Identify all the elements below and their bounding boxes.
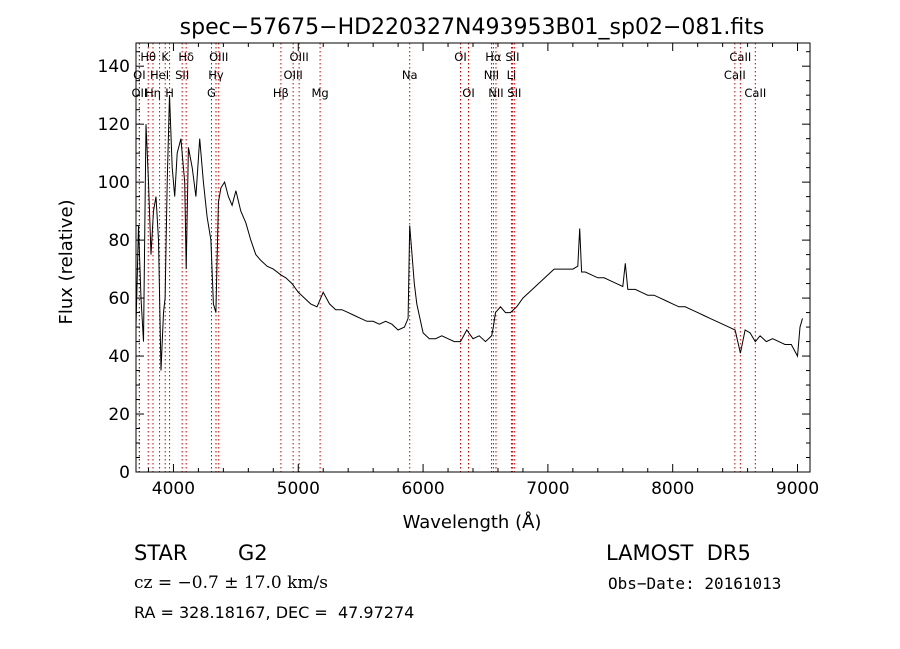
spectral-line-label: OIII (209, 50, 228, 64)
spectral-line-label: NII (484, 68, 499, 82)
spectral-line-label: CaII (724, 68, 746, 82)
spectral-line-label: Hα (485, 50, 502, 64)
y-tick-label: 20 (108, 405, 130, 425)
spectral-line-label: CaII (729, 50, 751, 64)
x-tick-label: 5000 (277, 479, 320, 499)
spectral-line-label: Hδ (178, 50, 194, 64)
object-subclass: G2 (238, 541, 268, 565)
spectral-line-label: SII (507, 86, 521, 100)
spectral-line-label: HeI (150, 68, 169, 82)
x-tick-label: 7000 (526, 479, 569, 499)
y-tick-label: 100 (98, 173, 130, 193)
emission-line-markers (138, 43, 756, 472)
spectral-line-label: OIII (290, 50, 309, 64)
spectral-line-label: SII (175, 68, 189, 82)
y-tick-label: 140 (98, 57, 130, 77)
x-tick-label: 8000 (651, 479, 694, 499)
spectral-line-label: CaII (744, 86, 766, 100)
spectral-line-label: Hγ (208, 68, 224, 82)
chart-title: spec−57675−HD220327N493953B01_sp02−081.f… (180, 15, 765, 40)
y-axis-label: Flux (relative) (56, 199, 77, 324)
y-tick-label: 120 (98, 115, 130, 135)
spectral-line-label: OI (454, 50, 466, 64)
spectral-line-label: G (207, 86, 216, 100)
y-tick-label: 40 (108, 347, 130, 367)
y-tick-label: 0 (119, 463, 130, 483)
survey-name: LAMOST DR5 (606, 541, 751, 565)
y-tick-label: 80 (108, 231, 130, 251)
spectral-line-label: Na (402, 68, 418, 82)
spectral-line-label: NII (488, 86, 503, 100)
x-tick-label: 6000 (401, 479, 444, 499)
x-axis-label: Wavelength (Å) (403, 511, 542, 533)
spectral-line-label: OII (131, 86, 147, 100)
x-tick-label: 9000 (776, 479, 819, 499)
spectral-line-label: OI (462, 86, 474, 100)
spectral-line-label: SII (505, 50, 519, 64)
y-tick-label: 60 (108, 289, 130, 309)
spectral-line-label: K (161, 50, 169, 64)
redshift-value: cz = −0.7 ± 17.0 km/s (134, 573, 328, 593)
x-axis: 4000 5000 6000 7000 8000 9000 (147, 43, 819, 499)
x-tick-label: 4000 (152, 479, 195, 499)
spectral-line-label: Hβ (273, 86, 289, 100)
spectral-line-label: Mg (311, 86, 328, 100)
spectral-line-label: OIII (284, 68, 303, 82)
spectral-line-label: Hθ (140, 50, 156, 64)
spectral-line-label: H (165, 86, 174, 100)
plot-frame (135, 42, 811, 473)
spectral-line-label: Li (507, 68, 517, 82)
object-class: STAR (134, 541, 188, 565)
observation-date: Obs−Date: 20161013 (608, 574, 782, 593)
sky-coordinates: RA = 328.18167, DEC = 47.97274 (134, 603, 415, 622)
spectral-line-label: Hη (145, 86, 161, 100)
y-axis: 0 20 40 60 80 100 120 140 (98, 51, 810, 483)
spectrum-series-line (135, 95, 803, 371)
spectral-line-label: OI (133, 68, 145, 82)
